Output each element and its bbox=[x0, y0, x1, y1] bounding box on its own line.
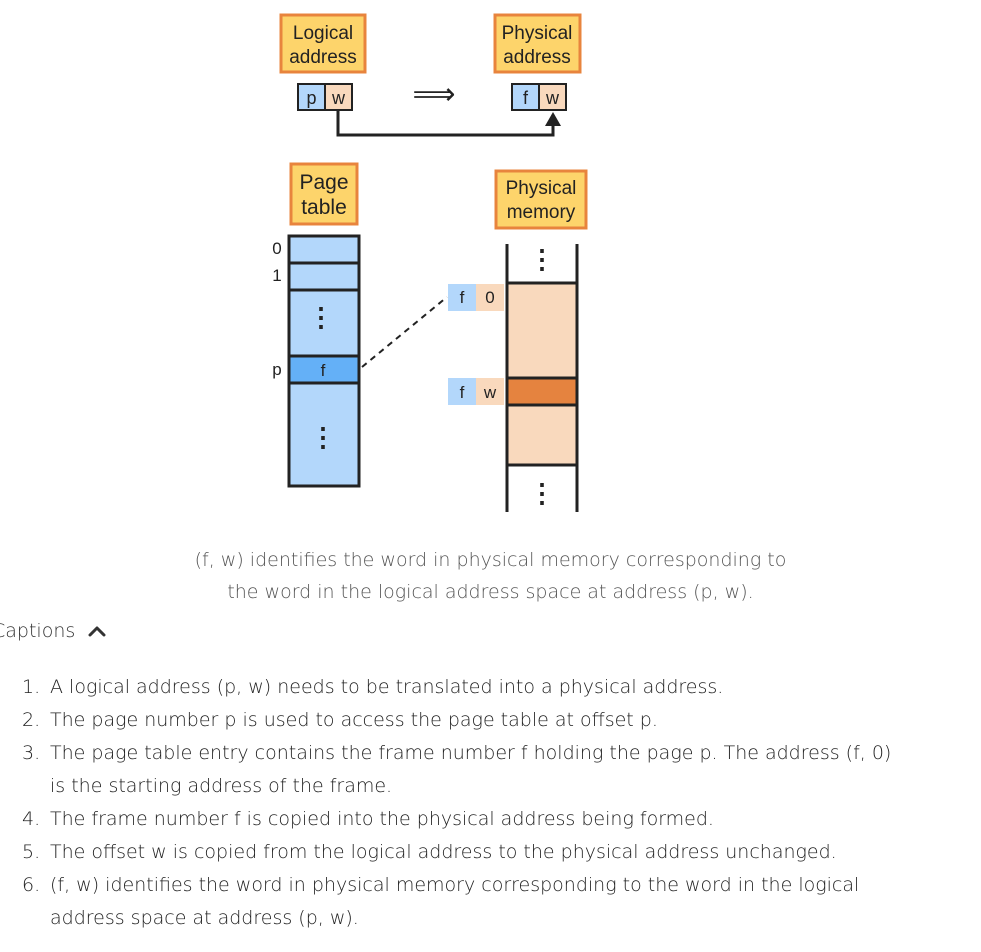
logical-address-label-line1: Logical bbox=[293, 23, 353, 44]
step-text-line1: The page table entry contains the frame … bbox=[50, 742, 892, 764]
row-label-p: p bbox=[272, 360, 281, 379]
figure-caption-line1: (f, w) identifies the word in physical m… bbox=[194, 549, 787, 571]
caption-step-3: 3. The page table entry contains the fram… bbox=[22, 737, 980, 803]
physical-memory-label-line1: Physical bbox=[506, 178, 577, 199]
caption-step-2: 2. The page number p is used to access th… bbox=[22, 704, 980, 737]
physical-memory-label-line2: memory bbox=[507, 202, 576, 223]
translation-arrow-icon: ⟹ bbox=[412, 78, 455, 111]
physical-memory: ⋮ ⋮ bbox=[505, 244, 579, 512]
step-text: The page number p is used to access the … bbox=[50, 709, 658, 731]
page-table: f ⋮ ⋮ 0 1 p bbox=[272, 234, 361, 488]
captions-toggle-button[interactable]: Captions bbox=[0, 620, 107, 642]
caption-step-6: 6. (f, w) identifies the word in physical… bbox=[22, 869, 980, 935]
offset-copy-connector bbox=[336, 111, 561, 137]
step-text: A logical address (p, w) needs to be tra… bbox=[50, 676, 724, 698]
word-address: f w bbox=[448, 378, 504, 405]
physical-address-label-line1: Physical bbox=[502, 23, 573, 44]
page-table-entry-p bbox=[287, 354, 361, 385]
step-number: 4. bbox=[22, 808, 41, 830]
step-number: 6. bbox=[22, 874, 41, 896]
frame-start-f: f bbox=[460, 288, 465, 307]
step-number: 5. bbox=[22, 841, 41, 863]
step-text: The frame number f is copied into the ph… bbox=[50, 808, 714, 830]
paging-diagram: Logical address Physical address p w ⟹ f… bbox=[272, 13, 588, 512]
step-number: 2. bbox=[22, 709, 41, 731]
step-text-line1: (f, w) identifies the word in physical m… bbox=[50, 874, 860, 896]
caption-step-5: 5. The offset w is copied from the logica… bbox=[22, 836, 980, 869]
physical-address-cells: f w bbox=[511, 83, 567, 111]
captions-list: 1. A logical address (p, w) needs to be t… bbox=[0, 671, 980, 935]
physical-memory-label: Physical memory bbox=[494, 169, 588, 230]
figure-caption-line2: the word in the logical address space at… bbox=[227, 581, 754, 603]
logical-cell-w: w bbox=[331, 88, 346, 108]
physical-address-label-line2: address bbox=[503, 47, 571, 68]
step-text: The offset w is copied from the logical … bbox=[50, 841, 837, 863]
step-text-line2: is the starting address of the frame. bbox=[50, 775, 393, 797]
logical-cell-p: p bbox=[306, 88, 316, 108]
logical-address-cells: p w bbox=[297, 83, 353, 111]
memory-ellipsis-lower: ⋮ bbox=[529, 478, 555, 508]
frame-pointer-dashed-line bbox=[361, 296, 448, 368]
physical-cell-w: w bbox=[545, 88, 560, 108]
physical-cell-f: f bbox=[523, 88, 529, 108]
page-table-label: Page table bbox=[289, 162, 359, 226]
caption-step-1: 1. A logical address (p, w) needs to be t… bbox=[22, 671, 980, 704]
frame-start-address: f 0 bbox=[448, 284, 504, 311]
row-label-1: 1 bbox=[272, 266, 281, 285]
page-table-ellipsis-lower: ⋮ bbox=[310, 422, 336, 452]
frame-start-0: 0 bbox=[485, 288, 494, 307]
page-table-entry-f: f bbox=[321, 361, 326, 380]
step-number: 1. bbox=[22, 676, 41, 698]
word-address-w: w bbox=[483, 383, 497, 402]
chevron-up-icon bbox=[88, 626, 106, 637]
memory-word-fw bbox=[507, 378, 577, 405]
physical-address-label: Physical address bbox=[493, 13, 582, 74]
row-label-0: 0 bbox=[272, 239, 281, 258]
step-number: 3. bbox=[22, 742, 41, 764]
page-table-label-line1: Page bbox=[299, 171, 348, 194]
caption-step-4: 4. The frame number f is copied into the … bbox=[22, 803, 980, 836]
paging-diagram-svg: Logical address Physical address p w ⟹ f… bbox=[272, 13, 588, 512]
page-table-ellipsis-upper: ⋮ bbox=[308, 302, 334, 332]
logical-address-label: Logical address bbox=[279, 13, 367, 74]
logical-address-label-line2: address bbox=[289, 47, 357, 68]
captions-toggle-label: Captions bbox=[0, 620, 76, 642]
word-address-f: f bbox=[460, 383, 465, 402]
arrowhead-icon bbox=[545, 112, 561, 126]
step-text-line2: address space at address (p, w). bbox=[50, 907, 359, 929]
page-table-label-line2: table bbox=[301, 196, 347, 219]
memory-ellipsis-upper: ⋮ bbox=[529, 244, 555, 274]
